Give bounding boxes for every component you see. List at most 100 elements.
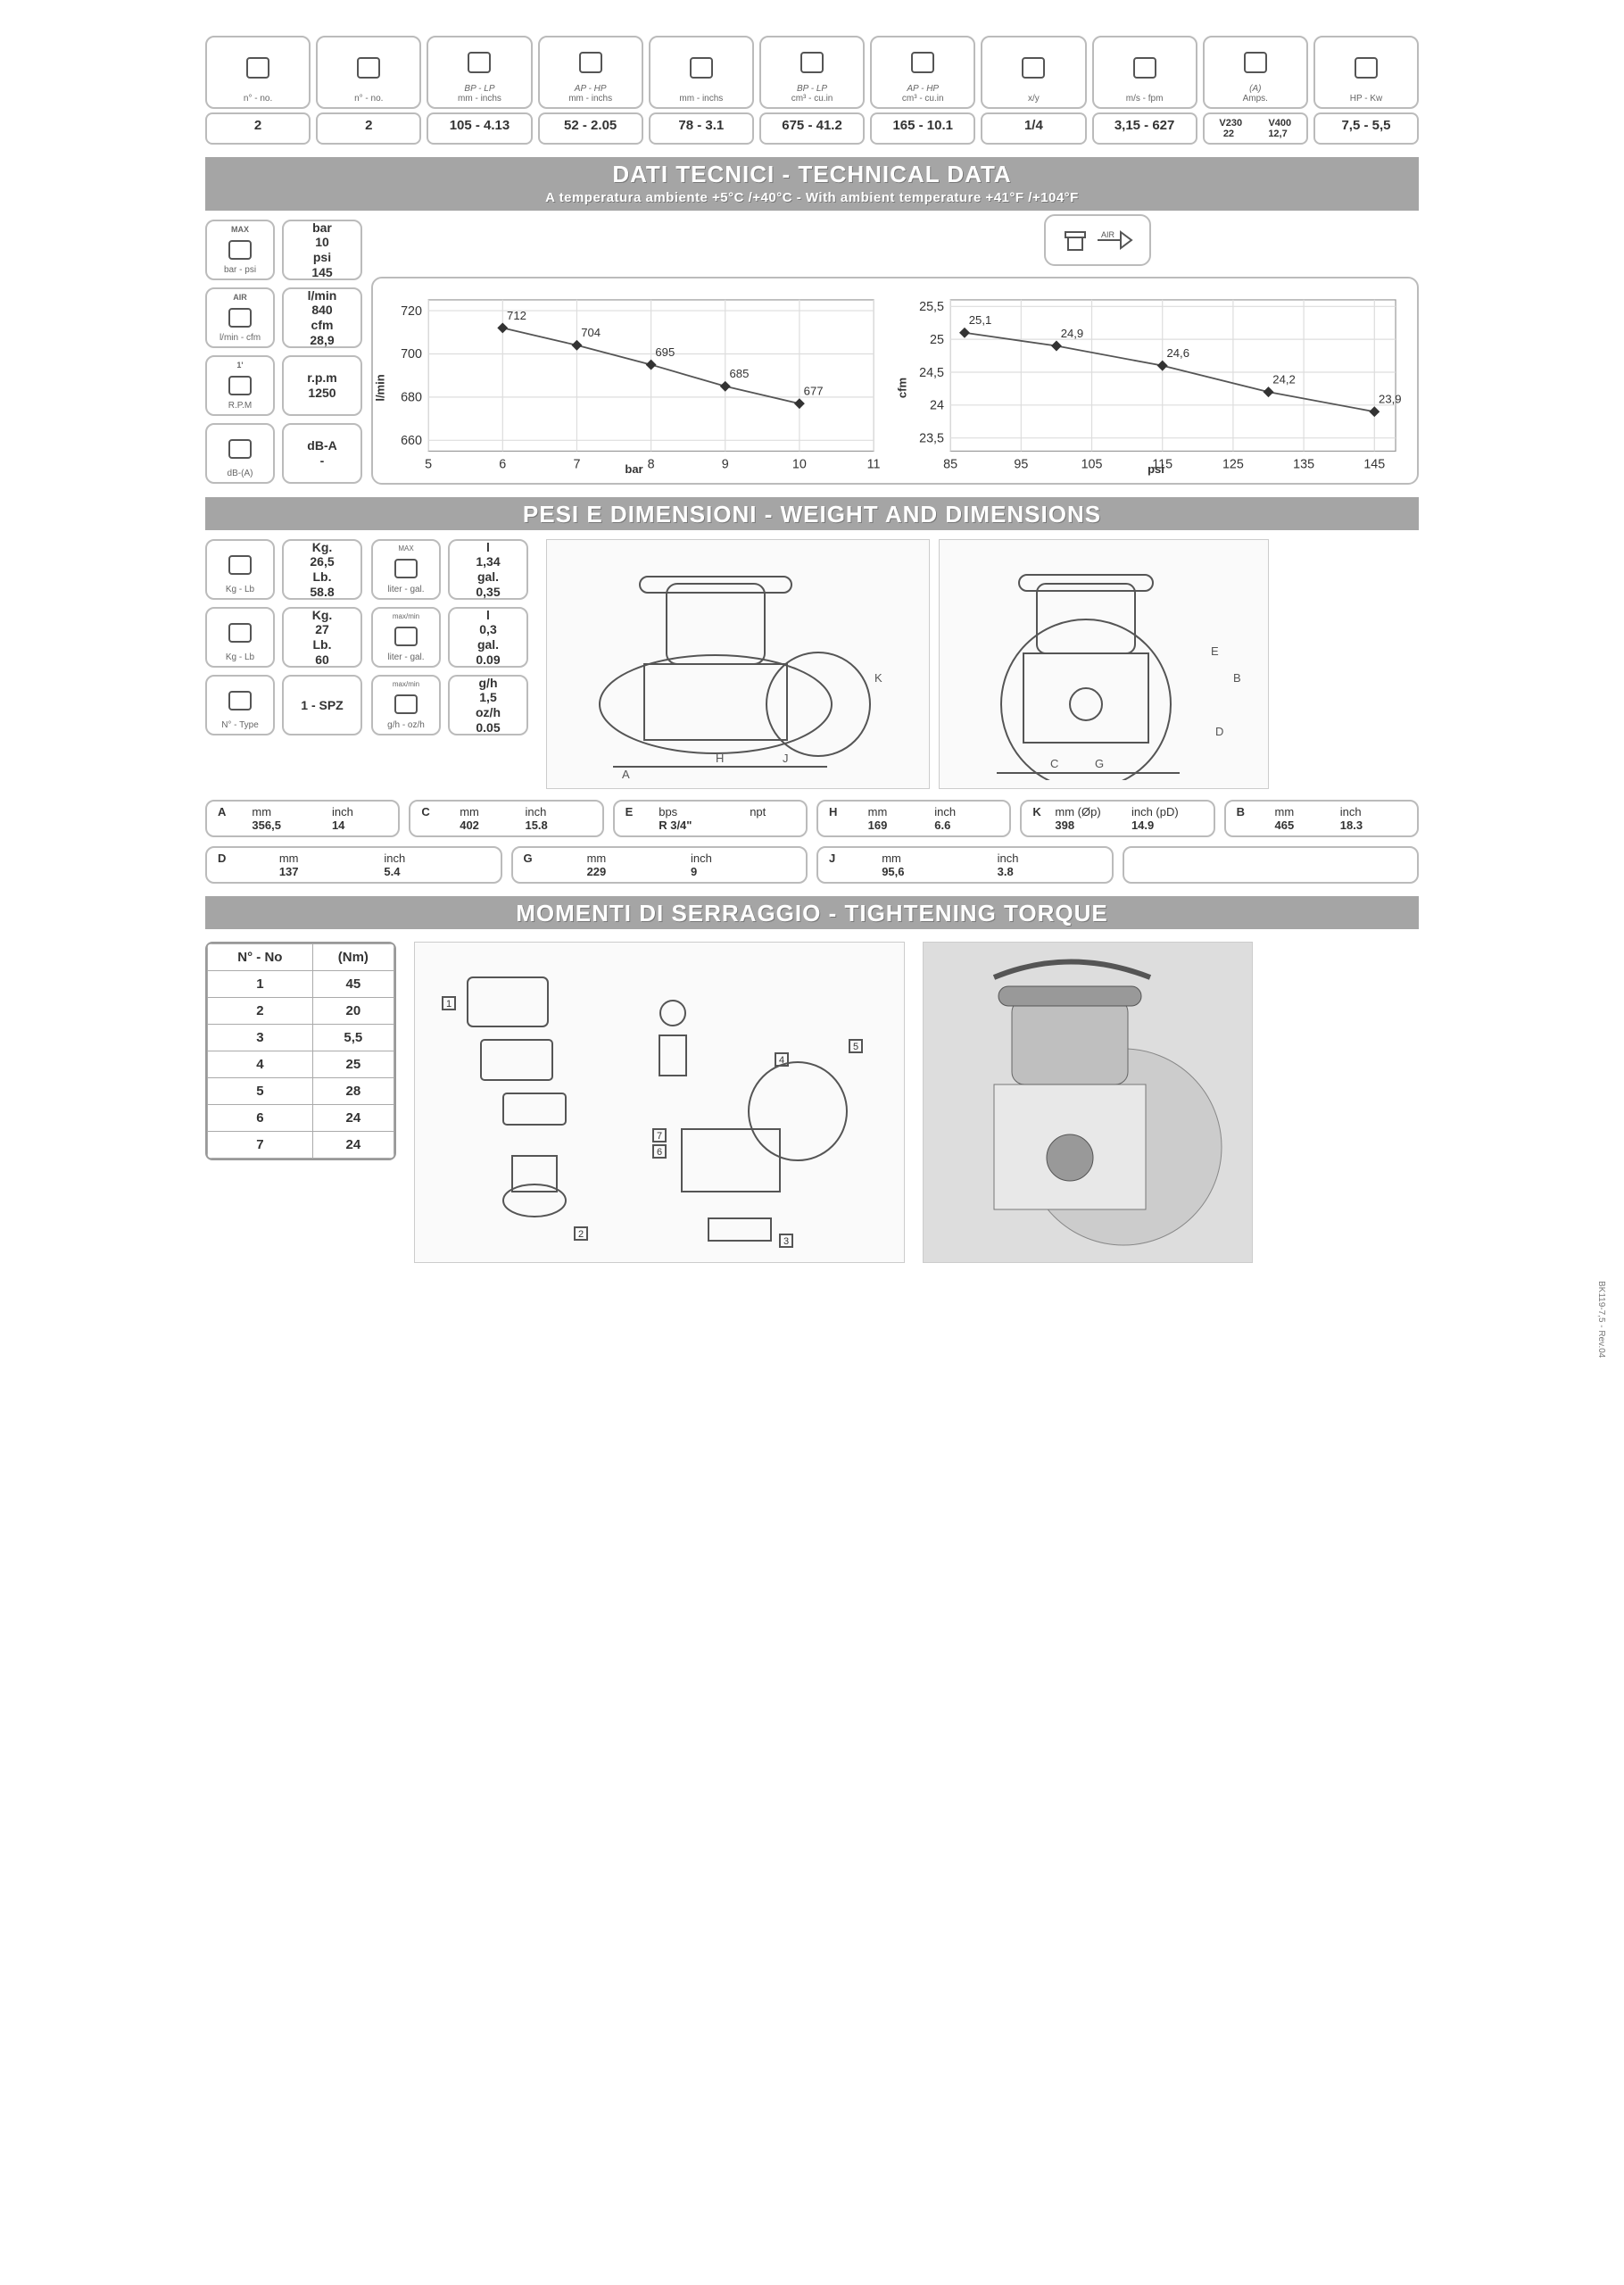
torque-row-3: 35,5 <box>208 1025 394 1051</box>
chart2-xlabel: psi <box>1148 462 1164 476</box>
svg-text:712: 712 <box>507 309 526 322</box>
product-photo-svg <box>932 951 1244 1254</box>
torque-area: N° - No (Nm) 14522035,5425528624724 <box>205 942 1419 1263</box>
banner-subtitle: A temperatura ambiente +5°C /+40°C - Wit… <box>205 188 1419 209</box>
tech-pair-2: 1'R.P.Mr.p.m1250 <box>205 355 362 416</box>
chart-cfm-psi: cfm 859510511512513514523,52424,52525,52… <box>906 289 1406 472</box>
wd2-icon-1: max/minliter - gal. <box>371 607 441 668</box>
dim-cell-B: Bmminch46518.3 <box>1224 800 1419 837</box>
svg-text:135: 135 <box>1293 458 1314 472</box>
spec-values-row: 22105 - 4.1352 - 2.0578 - 3.1675 - 41.21… <box>205 112 1419 145</box>
tech-icon-3: dB-(A) <box>205 423 275 484</box>
svg-text:24,6: 24,6 <box>1166 346 1189 360</box>
torque-row-5: 528 <box>208 1078 394 1105</box>
wd2-icon-2: max/ming/h - oz/h <box>371 675 441 735</box>
spec-icons-row: n° - no.n° - no.BP - LPmm - inchsAP - HP… <box>205 36 1419 109</box>
spec-value-7: 1/4 <box>981 112 1086 145</box>
svg-text:95: 95 <box>1014 458 1028 472</box>
compressor-icon <box>1060 225 1090 255</box>
svg-text:K: K <box>874 671 882 685</box>
torque-row-4: 425 <box>208 1051 394 1078</box>
svg-text:695: 695 <box>655 345 675 359</box>
torque-table: N° - No (Nm) 14522035,5425528624724 <box>205 942 396 1160</box>
tech-info-0: bar10psi145 <box>282 220 362 280</box>
air-direction-box: AIR <box>1044 214 1151 266</box>
banner-title: PESI E DIMENSIONI - WEIGHT AND DIMENSION… <box>523 501 1101 528</box>
svg-text:6: 6 <box>499 458 506 472</box>
svg-text:24,9: 24,9 <box>1061 327 1084 340</box>
wd2-info-1: l0,3gal.0.09 <box>448 607 528 668</box>
chart1-ylabel: l/min <box>374 374 387 401</box>
svg-text:680: 680 <box>401 391 422 405</box>
svg-text:23,9: 23,9 <box>1379 393 1402 406</box>
spec-value-8: 3,15 - 627 <box>1092 112 1197 145</box>
svg-text:145: 145 <box>1363 458 1385 472</box>
spec-icon-1: n° - no. <box>316 36 421 109</box>
wd1-icon-0: Kg - Lb <box>205 539 275 600</box>
weight-dims-area: Kg - LbKg.26,5Lb.58.8Kg - LbKg.27Lb.60N°… <box>205 539 1419 789</box>
spec-icon-10: HP - Kw <box>1313 36 1419 109</box>
tech-pair-0: MAXbar - psibar10psi145 <box>205 220 362 280</box>
wd1-pair-2: N° - Type1 - SPZ <box>205 675 362 735</box>
tech-icon-0: MAXbar - psi <box>205 220 275 280</box>
svg-text:85: 85 <box>943 458 957 472</box>
svg-text:D: D <box>1215 725 1223 738</box>
spec-icon-8: m/s - fpm <box>1092 36 1197 109</box>
wd1-pair-0: Kg - LbKg.26,5Lb.58.8 <box>205 539 362 600</box>
wd2-pair-1: max/minliter - gal.l0,3gal.0.09 <box>371 607 528 668</box>
spec-value-4: 78 - 3.1 <box>649 112 754 145</box>
exploded-view-drawing: 1 2 3 4 5 6 7 <box>414 942 905 1263</box>
svg-text:685: 685 <box>730 367 750 380</box>
torque-header-no: N° - No <box>208 944 313 971</box>
svg-text:4: 4 <box>779 1055 784 1066</box>
wd1-pair-1: Kg - LbKg.27Lb.60 <box>205 607 362 668</box>
spec-value-3: 52 - 2.05 <box>538 112 643 145</box>
svg-text:J: J <box>783 752 789 765</box>
dim-cell-C: Cmminch40215.8 <box>409 800 603 837</box>
svg-text:24,5: 24,5 <box>919 366 944 380</box>
svg-text:25,1: 25,1 <box>969 313 992 327</box>
spec-value-0: 2 <box>205 112 311 145</box>
dim-cell-E: EbpsnptR 3/4" <box>613 800 808 837</box>
banner-title: MOMENTI DI SERRAGGIO - TIGHTENING TORQUE <box>516 900 1108 926</box>
dim-cell-A: Amminch356,514 <box>205 800 400 837</box>
exploded-svg: 1 2 3 4 5 6 7 <box>423 951 896 1254</box>
dim-cell-H: Hmminch1696.6 <box>816 800 1011 837</box>
svg-text:8: 8 <box>648 458 655 472</box>
wd1-info-0: Kg.26,5Lb.58.8 <box>282 539 362 600</box>
svg-text:24,2: 24,2 <box>1272 373 1296 386</box>
dim-cell-9 <box>1123 846 1420 884</box>
svg-text:6: 6 <box>657 1147 662 1158</box>
svg-text:A: A <box>622 768 630 780</box>
svg-text:5: 5 <box>853 1042 858 1052</box>
tech-data-area: MAXbar - psibar10psi145AIRl/min - cfml/m… <box>205 220 1419 485</box>
dim-cell-D: Dmminch1375.4 <box>205 846 502 884</box>
svg-text:3: 3 <box>783 1236 789 1247</box>
tech-left-column: MAXbar - psibar10psi145AIRl/min - cfml/m… <box>205 220 362 484</box>
wd1-info-2: 1 - SPZ <box>282 675 362 735</box>
dim-cell-J: Jmminch95,63.8 <box>816 846 1114 884</box>
spec-value-10: 7,5 - 5,5 <box>1313 112 1419 145</box>
product-photo <box>923 942 1253 1263</box>
spec-icon-7: x/y <box>981 36 1086 109</box>
svg-text:23,5: 23,5 <box>919 432 944 446</box>
svg-text:AIR: AIR <box>1101 230 1115 239</box>
svg-text:11: 11 <box>867 458 881 472</box>
wd1-info-1: Kg.27Lb.60 <box>282 607 362 668</box>
datasheet-page: n° - no.n° - no.BP - LPmm - inchsAP - HP… <box>205 36 1419 1263</box>
spec-icon-4: mm - inchs <box>649 36 754 109</box>
torque-row-6: 624 <box>208 1105 394 1132</box>
arrow-air-icon: AIR <box>1096 227 1135 253</box>
spec-value-1: 2 <box>316 112 421 145</box>
dim-cell-K: Kmm (Øp)inch (pD)39814.9 <box>1020 800 1214 837</box>
tech-info-1: l/min840cfm28,9 <box>282 287 362 348</box>
svg-text:7: 7 <box>573 458 580 472</box>
dimensions-grid: Amminch356,514Cmminch40215.8 EbpsnptR 3/4… <box>205 800 1419 884</box>
spec-icon-2: BP - LPmm - inchs <box>427 36 532 109</box>
tech-info-3: dB-A- <box>282 423 362 484</box>
wd-col-1: Kg - LbKg.26,5Lb.58.8Kg - LbKg.27Lb.60N°… <box>205 539 362 735</box>
svg-text:G: G <box>1095 757 1104 770</box>
chart-lmin-bar: l/min 5678910116606807007207127046956856… <box>384 289 884 472</box>
spec-icon-3: AP - HPmm - inchs <box>538 36 643 109</box>
spec-value-5: 675 - 41.2 <box>759 112 865 145</box>
